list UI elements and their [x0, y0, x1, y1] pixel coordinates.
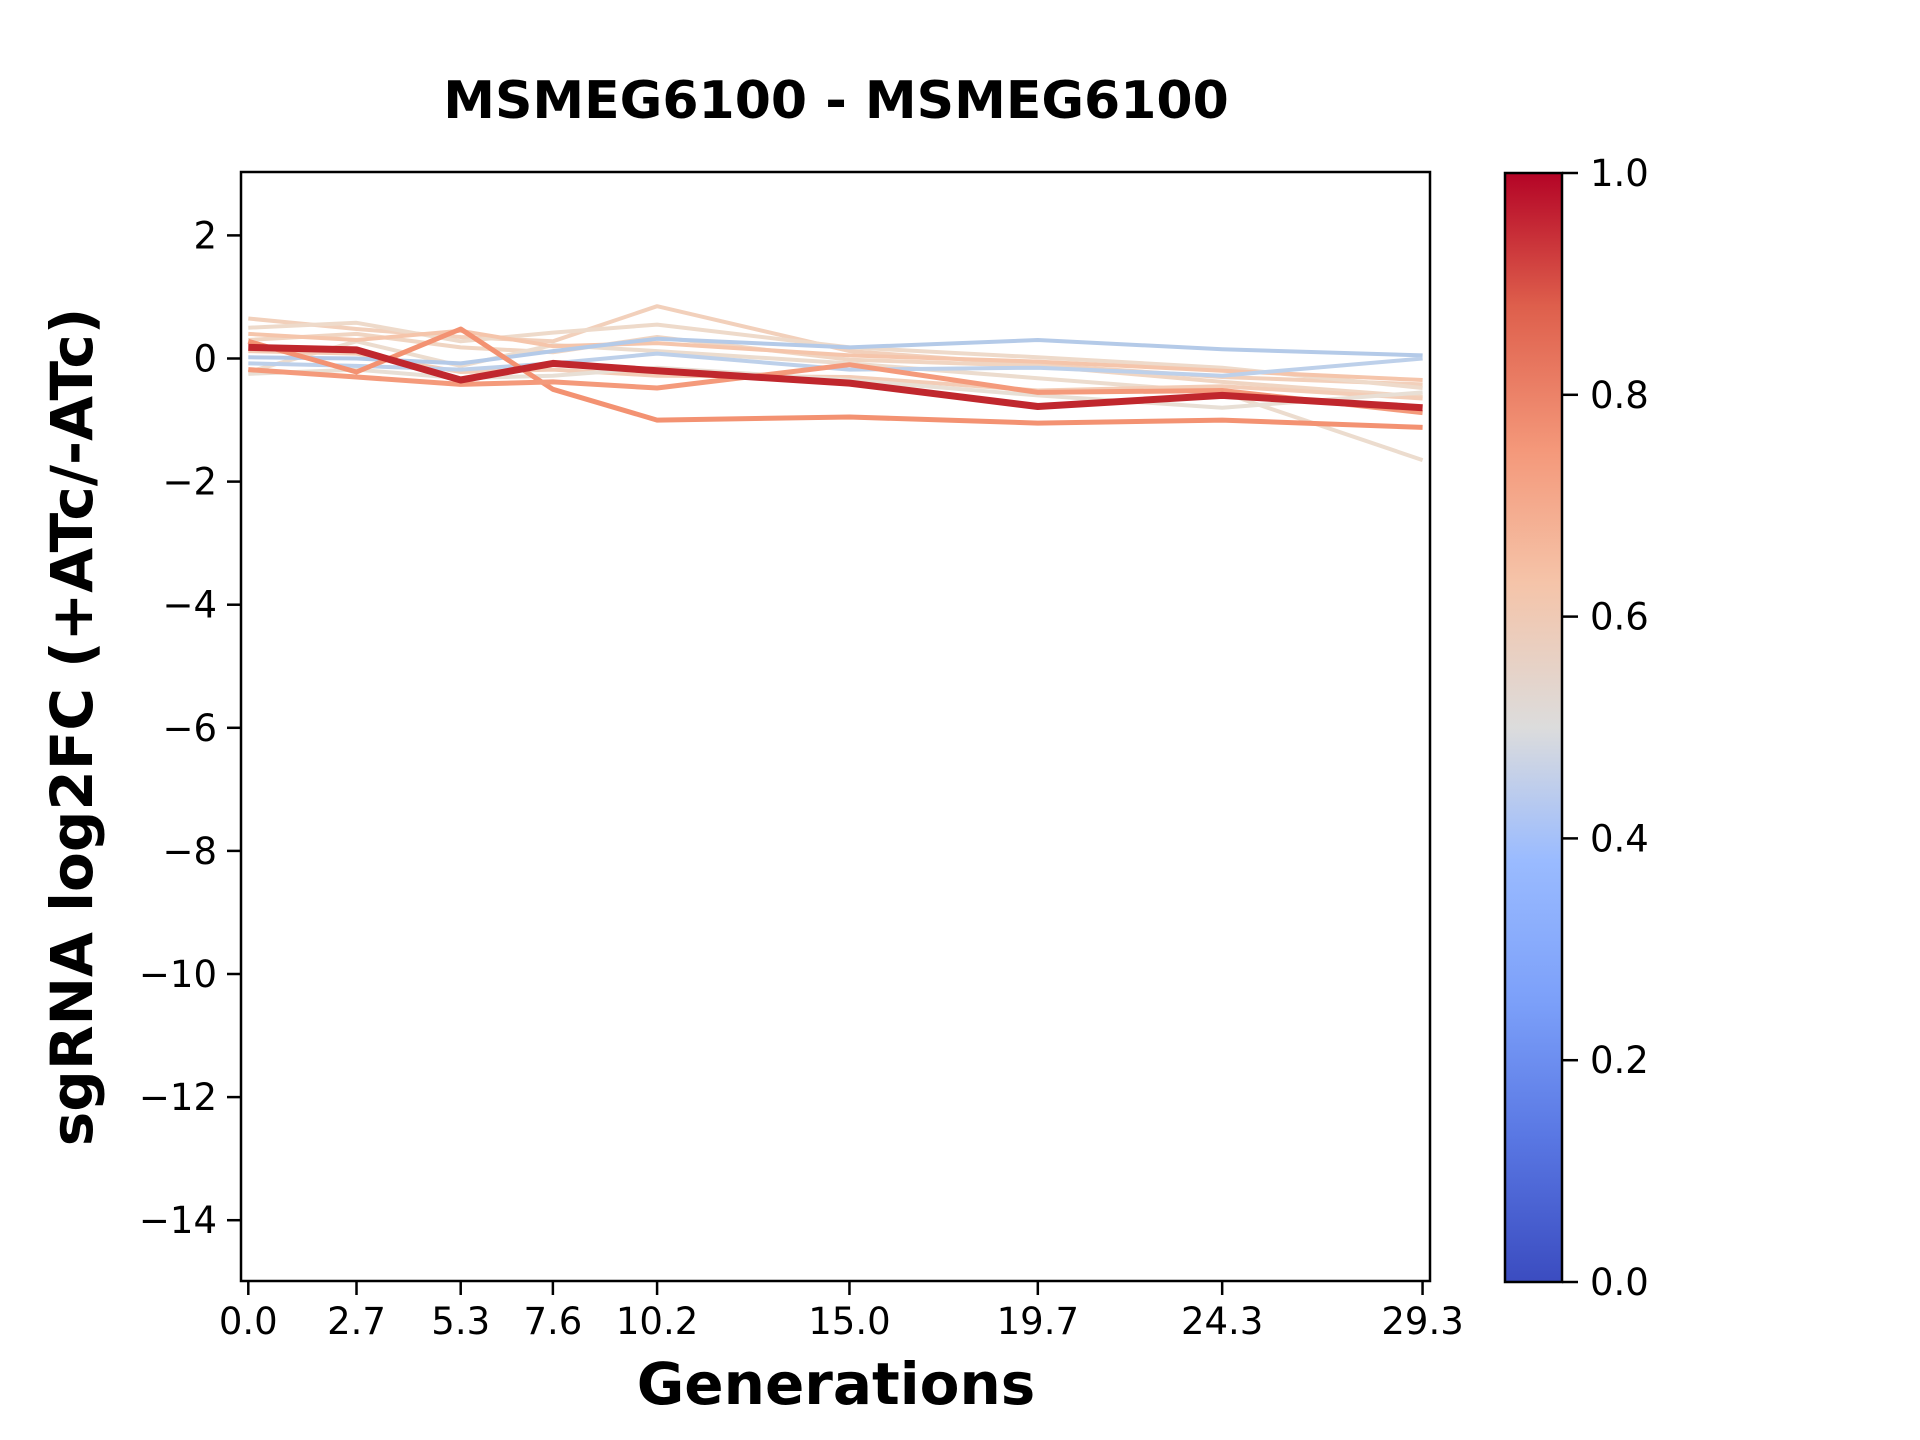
colorbar	[1503, 171, 1564, 1284]
plot-title: MSMEG6100 - MSMEG6100	[443, 71, 1229, 131]
y-tick-label: −14	[139, 1199, 217, 1242]
x-tick-label: 19.7	[997, 1300, 1079, 1343]
y-tick-label: 2	[193, 214, 217, 257]
y-tick-label: −6	[162, 707, 217, 750]
y-tick-label: −2	[162, 461, 217, 504]
x-tick-label: 2.7	[327, 1300, 386, 1343]
colorbar-group: 0.0 0.2 0.4 0.6 0.8 1.0	[1503, 152, 1649, 1304]
series-line-sgRNA-peach-7	[248, 328, 1423, 382]
colorbar-tick-label: 0.2	[1590, 1039, 1649, 1082]
axes-frame	[239, 170, 1432, 1283]
x-tick-label: 7.6	[523, 1300, 582, 1343]
series-line-sgRNA-salmon-2	[248, 362, 1423, 416]
y-tick-label: −12	[139, 1076, 217, 1119]
axes-group: 0.0 2.7 5.3 7.6 10.2 15.0 19.7 24.3 29.3 2 0 −2 −4 −6…	[139, 170, 1464, 1343]
y-tick-label: −8	[162, 830, 217, 873]
x-axis-label: Generations	[637, 1350, 1036, 1418]
colorbar-tick-label: 0.0	[1590, 1261, 1649, 1304]
x-tick-label: 15.0	[808, 1300, 890, 1343]
y-tick-label: −10	[139, 953, 217, 996]
y-tick-label: −4	[162, 584, 217, 627]
y-axis-label: sgRNA log2FC (+ATc/-ATc)	[38, 308, 106, 1146]
y-tick-label: 0	[193, 338, 217, 381]
colorbar-tick-label: 0.4	[1590, 817, 1649, 860]
series-line-sgRNA-blue-2	[248, 351, 1423, 378]
x-tick-label: 29.3	[1381, 1300, 1463, 1343]
x-tick-label: 10.2	[616, 1300, 698, 1343]
colorbar-tick-label: 0.6	[1590, 596, 1649, 639]
colorbar-tick-label: 1.0	[1590, 152, 1649, 195]
x-tick-label: 0.0	[219, 1300, 278, 1343]
x-tick-label: 5.3	[431, 1300, 490, 1343]
series-line-sgRNA-darkred	[248, 343, 1423, 412]
series-group	[247, 304, 1424, 462]
x-tick-label: 24.3	[1181, 1300, 1263, 1343]
colorbar-tick-label: 0.8	[1590, 374, 1649, 417]
series-line-sgRNA-peach-2	[248, 320, 1423, 390]
